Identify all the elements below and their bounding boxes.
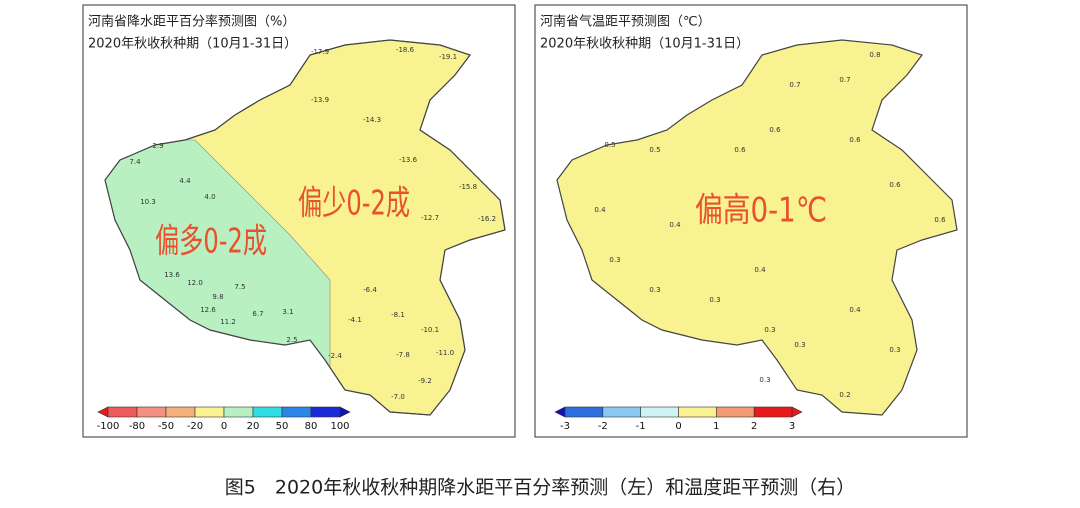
right-subtitle: 2020年秋收秋种期（10月1-31日） — [540, 37, 749, 52]
station-value: -13.6 — [399, 156, 418, 164]
colorbar-segment — [678, 406, 717, 418]
colorbar-tick-label: -3 — [560, 421, 570, 432]
colorbar-segment — [107, 406, 138, 418]
station-value: 4.4 — [179, 177, 191, 185]
station-value: -4.1 — [348, 316, 362, 324]
station-value: 0.4 — [849, 306, 861, 314]
station-value: 6.7 — [252, 310, 263, 318]
station-value: 2.5 — [286, 336, 297, 344]
station-value: 0.3 — [759, 376, 770, 384]
colorbar-tick-label: -100 — [97, 421, 120, 432]
colorbar-segment — [753, 406, 793, 418]
colorbar-tick-label: 2 — [751, 421, 757, 432]
station-value: -2.4 — [328, 352, 342, 360]
colorbar-tick-label: 100 — [330, 421, 349, 432]
region-label: 偏高0-1℃ — [695, 191, 827, 231]
colorbar-segment — [252, 406, 283, 418]
colorbar-tick-label: 50 — [276, 421, 289, 432]
station-value: 0.6 — [769, 126, 781, 134]
region-label: 偏少0-2成 — [298, 184, 410, 224]
station-value: 3.1 — [282, 308, 293, 316]
station-value: 0.7 — [789, 81, 800, 89]
left-subtitle: 2020年秋收秋种期（10月1-31日） — [88, 37, 297, 52]
station-value: 0.3 — [649, 286, 660, 294]
station-value: -7.8 — [396, 351, 410, 359]
station-value: -16.2 — [478, 215, 496, 223]
caption: 图5 2020年秋收秋种期降水距平百分率预测（左）和温度距平预测（右） — [225, 477, 855, 499]
station-value: 0.2 — [839, 391, 850, 399]
colorbar-segment — [602, 406, 641, 418]
station-value: -7.0 — [391, 393, 405, 401]
station-value: 0.4 — [594, 206, 606, 214]
station-value: 0.3 — [609, 256, 620, 264]
colorbar-segment — [310, 406, 341, 418]
station-value: 0.5 — [649, 146, 660, 154]
colorbar-tick-label: -2 — [598, 421, 608, 432]
station-value: 13.6 — [164, 271, 180, 279]
station-value: -12.7 — [421, 214, 439, 222]
colorbar-segment — [281, 406, 312, 418]
colorbar-tick-label: -1 — [636, 421, 646, 432]
colorbar-segment — [716, 406, 755, 418]
station-value: 12.0 — [187, 279, 203, 287]
station-value: -15.8 — [459, 183, 477, 191]
station-value: -17.9 — [311, 48, 329, 56]
station-value: -8.1 — [391, 311, 405, 319]
colorbar-segment — [564, 406, 604, 418]
colorbar-tick-label: -50 — [158, 421, 174, 432]
region-label: 偏多0-2成 — [155, 222, 267, 262]
station-value: -6.4 — [363, 286, 377, 294]
station-value: 2.9 — [152, 142, 163, 150]
station-value: -10.1 — [421, 326, 439, 334]
station-value: 0.5 — [604, 141, 615, 149]
colorbar-segment — [165, 406, 196, 418]
station-value: 7.4 — [129, 158, 141, 166]
station-value: 0.6 — [734, 146, 746, 154]
colorbar-tick-label: 3 — [789, 421, 795, 432]
station-value: 10.3 — [140, 198, 156, 206]
colorbar-tick-label: 0 — [675, 421, 681, 432]
colorbar-segment — [223, 406, 254, 418]
colorbar-segment — [136, 406, 167, 418]
colorbar-tick-label: -20 — [187, 421, 203, 432]
colorbar-tick-label: 0 — [221, 421, 227, 432]
station-value: 0.6 — [889, 181, 901, 189]
station-value: 4.0 — [204, 193, 215, 201]
colorbar-segment — [640, 406, 679, 418]
station-value: 0.4 — [754, 266, 766, 274]
colorbar-tick-label: -80 — [129, 421, 145, 432]
station-value: 0.4 — [669, 221, 681, 229]
colorbar-tick-label: 1 — [713, 421, 719, 432]
station-value: -19.1 — [439, 53, 457, 61]
left-title: 河南省降水距平百分率预测图（%） — [88, 14, 295, 30]
station-value: -11.0 — [436, 349, 454, 357]
station-value: -9.2 — [418, 377, 432, 385]
station-value: 0.7 — [839, 76, 850, 84]
station-value: 0.3 — [764, 326, 775, 334]
station-value: -13.9 — [311, 96, 329, 104]
station-value: 9.8 — [212, 293, 223, 301]
station-value: -14.3 — [363, 116, 381, 124]
station-value: -18.6 — [396, 46, 415, 54]
station-value: 0.8 — [869, 51, 880, 59]
colorbar-segment — [194, 406, 225, 418]
station-value: 7.5 — [234, 283, 245, 291]
station-value: 0.6 — [934, 216, 946, 224]
station-value: 0.6 — [849, 136, 861, 144]
station-value: 11.2 — [220, 318, 236, 326]
station-value: 12.6 — [200, 306, 216, 314]
right-title: 河南省气温距平预测图（℃） — [540, 14, 711, 30]
colorbar-tick-label: 80 — [305, 421, 318, 432]
station-value: 0.3 — [709, 296, 720, 304]
station-value: 0.3 — [889, 346, 900, 354]
station-value: 0.3 — [794, 341, 805, 349]
colorbar-tick-label: 20 — [247, 421, 260, 432]
